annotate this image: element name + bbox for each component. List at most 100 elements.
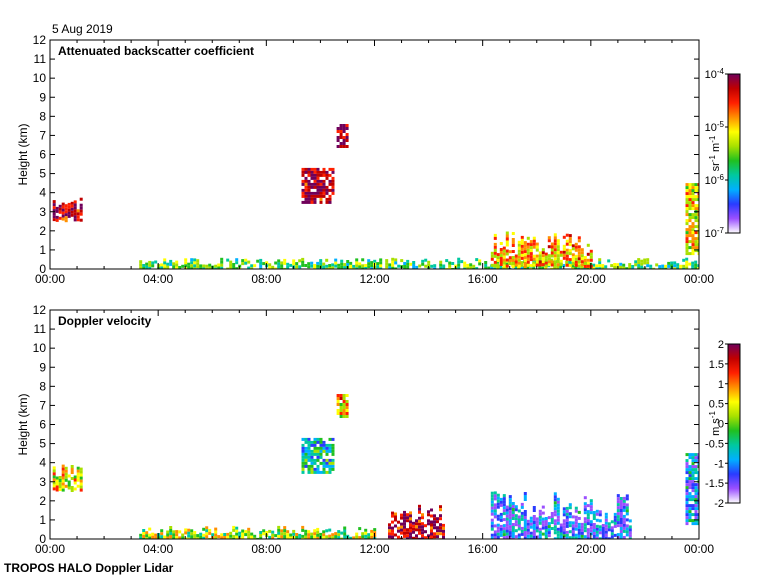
heatmap-cell	[421, 259, 425, 263]
heatmap-cell	[307, 449, 311, 453]
heatmap-cell	[313, 191, 317, 195]
heatmap-cell	[352, 267, 356, 269]
heatmap-cell	[313, 532, 317, 536]
heatmap-cell	[520, 505, 524, 509]
heatmap-cell	[412, 530, 415, 534]
heatmap-cell	[505, 237, 509, 241]
heatmap-cell	[550, 254, 554, 258]
heatmap-cell	[313, 179, 317, 183]
heatmap-cell	[76, 475, 80, 479]
heatmap-cell	[448, 264, 452, 268]
heatmap-cell	[259, 534, 263, 537]
heatmap-cell	[421, 537, 424, 539]
heatmap-cell	[508, 250, 512, 254]
heatmap-cell	[223, 536, 227, 539]
heatmap-cell	[421, 525, 424, 529]
heatmap-cell	[691, 486, 695, 490]
heatmap-cell	[298, 533, 302, 537]
heatmap-cell	[568, 249, 572, 253]
heatmap-cell	[619, 533, 623, 536]
heatmap-cell	[256, 537, 260, 539]
heatmap-cell	[316, 440, 320, 444]
heatmap-cell	[64, 210, 68, 214]
heatmap-cell	[517, 515, 521, 519]
heatmap-cell	[364, 267, 368, 269]
colorbar-tick-label: -2	[714, 498, 724, 510]
colorbar-tick-label: 10-5	[705, 120, 725, 135]
heatmap-cell	[574, 521, 578, 525]
heatmap-cell	[331, 536, 335, 539]
heatmap-cell	[199, 264, 203, 268]
heatmap-cell	[511, 511, 515, 514]
heatmap-cell	[277, 525, 281, 529]
heatmap-cell	[322, 446, 326, 450]
heatmap-cell	[685, 504, 689, 508]
heatmap-cell	[688, 201, 692, 205]
heatmap-cell	[499, 500, 503, 504]
heatmap-cell	[502, 530, 506, 534]
heatmap-cell	[316, 467, 320, 471]
heatmap-cell	[214, 264, 218, 268]
heatmap-cell	[619, 506, 623, 509]
heatmap-cell	[415, 265, 419, 269]
heatmap-cell	[499, 497, 503, 501]
heatmap-cell	[406, 513, 409, 517]
heatmap-cell	[148, 263, 152, 267]
heatmap-cell	[526, 248, 530, 252]
heatmap-cell	[322, 194, 326, 198]
heatmap-cell	[394, 515, 397, 519]
heatmap-cell	[538, 254, 542, 258]
heatmap-cell	[580, 251, 584, 255]
heatmap-cell	[574, 533, 578, 537]
heatmap-cell	[352, 536, 356, 539]
heatmap-cell	[688, 192, 692, 196]
heatmap-cell	[601, 524, 605, 527]
heatmap-cell	[226, 532, 230, 536]
heatmap-cell	[541, 257, 545, 261]
heatmap-cell	[574, 263, 578, 267]
heatmap-cell	[345, 412, 349, 415]
heatmap-cell	[336, 145, 340, 148]
heatmap-cell	[544, 535, 548, 538]
y-tick-label: 0	[39, 262, 46, 276]
heatmap-cell	[391, 511, 394, 515]
heatmap-cell	[295, 533, 299, 536]
heatmap-cell	[202, 264, 206, 268]
heatmap-cell	[520, 264, 524, 268]
heatmap-cell	[325, 267, 329, 269]
heatmap-cell	[73, 215, 77, 219]
heatmap-cell	[694, 504, 698, 508]
heatmap-cell	[517, 518, 521, 522]
heatmap-cell	[339, 415, 343, 418]
heatmap-cell	[301, 173, 305, 177]
heatmap-cell	[688, 219, 692, 223]
heatmap-cell	[190, 264, 194, 268]
heatmap-cell	[685, 228, 689, 232]
heatmap-cell	[307, 173, 311, 177]
heatmap-cell	[169, 526, 173, 529]
heatmap-cell	[421, 516, 424, 520]
heatmap-cell	[319, 446, 323, 450]
heatmap-cell	[556, 509, 560, 513]
heatmap-cell	[250, 535, 254, 539]
heatmap-cell	[508, 513, 512, 517]
heatmap-cell	[538, 515, 542, 519]
heatmap-cell	[313, 535, 317, 539]
heatmap-cell	[406, 265, 410, 269]
heatmap-cell	[151, 535, 155, 539]
heatmap-cell	[313, 197, 317, 201]
heatmap-cell	[562, 525, 566, 529]
heatmap-cell	[339, 394, 343, 397]
y-tick-label: 6	[39, 148, 46, 162]
heatmap-cell	[64, 466, 68, 470]
heatmap-cell	[229, 531, 233, 535]
heatmap-cell	[436, 517, 439, 521]
heatmap-cell	[565, 536, 569, 539]
heatmap-cell	[214, 530, 218, 534]
heatmap-cell	[58, 482, 62, 485]
heatmap-cell	[355, 532, 359, 536]
heatmap-cell	[394, 524, 397, 528]
heatmap-cell	[562, 244, 566, 248]
heatmap-cell	[58, 476, 62, 479]
heatmap-cell	[325, 258, 329, 262]
